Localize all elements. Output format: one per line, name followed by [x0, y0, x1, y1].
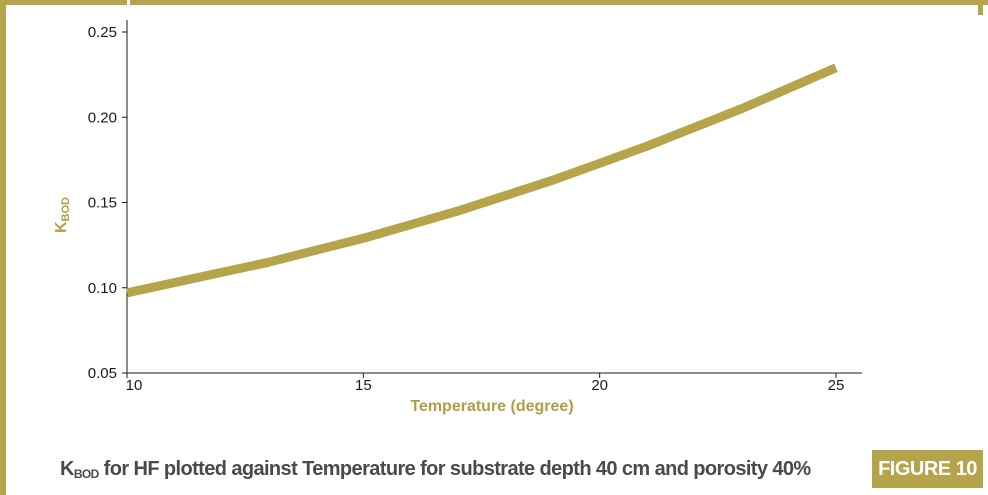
y-tick-label: 0.25 [88, 24, 117, 41]
y-axis-label-main: K [53, 221, 70, 233]
x-tick-label: 15 [355, 377, 372, 394]
frame-top-bar [0, 0, 988, 5]
figure-label-badge: FIGURE 10 [872, 450, 983, 488]
y-axis-label-sub: BOD [60, 197, 72, 222]
y-tick-label: 0.05 [88, 365, 117, 382]
y-tick-label: 0.10 [88, 280, 117, 297]
x-tick-label: 25 [828, 377, 845, 394]
frame-notch [127, 0, 130, 5]
y-axis-label: KBOD [53, 197, 72, 233]
y-tick-label: 0.20 [88, 109, 117, 126]
frame-left-bar [0, 0, 6, 495]
figure-caption: KBOD for HF plotted against Temperature … [60, 451, 811, 487]
caption-subscript: BOD [73, 467, 99, 481]
frame-right-tab [978, 0, 983, 15]
x-tick-label: 20 [591, 377, 608, 394]
x-axis-label: Temperature (degree) [410, 398, 573, 415]
y-tick-label: 0.15 [88, 195, 117, 212]
series-line [126, 63, 838, 298]
x-tick-label: 10 [126, 377, 143, 394]
caption-main: K [60, 458, 74, 480]
caption-text: for HF plotted against Temperature for s… [98, 458, 812, 480]
